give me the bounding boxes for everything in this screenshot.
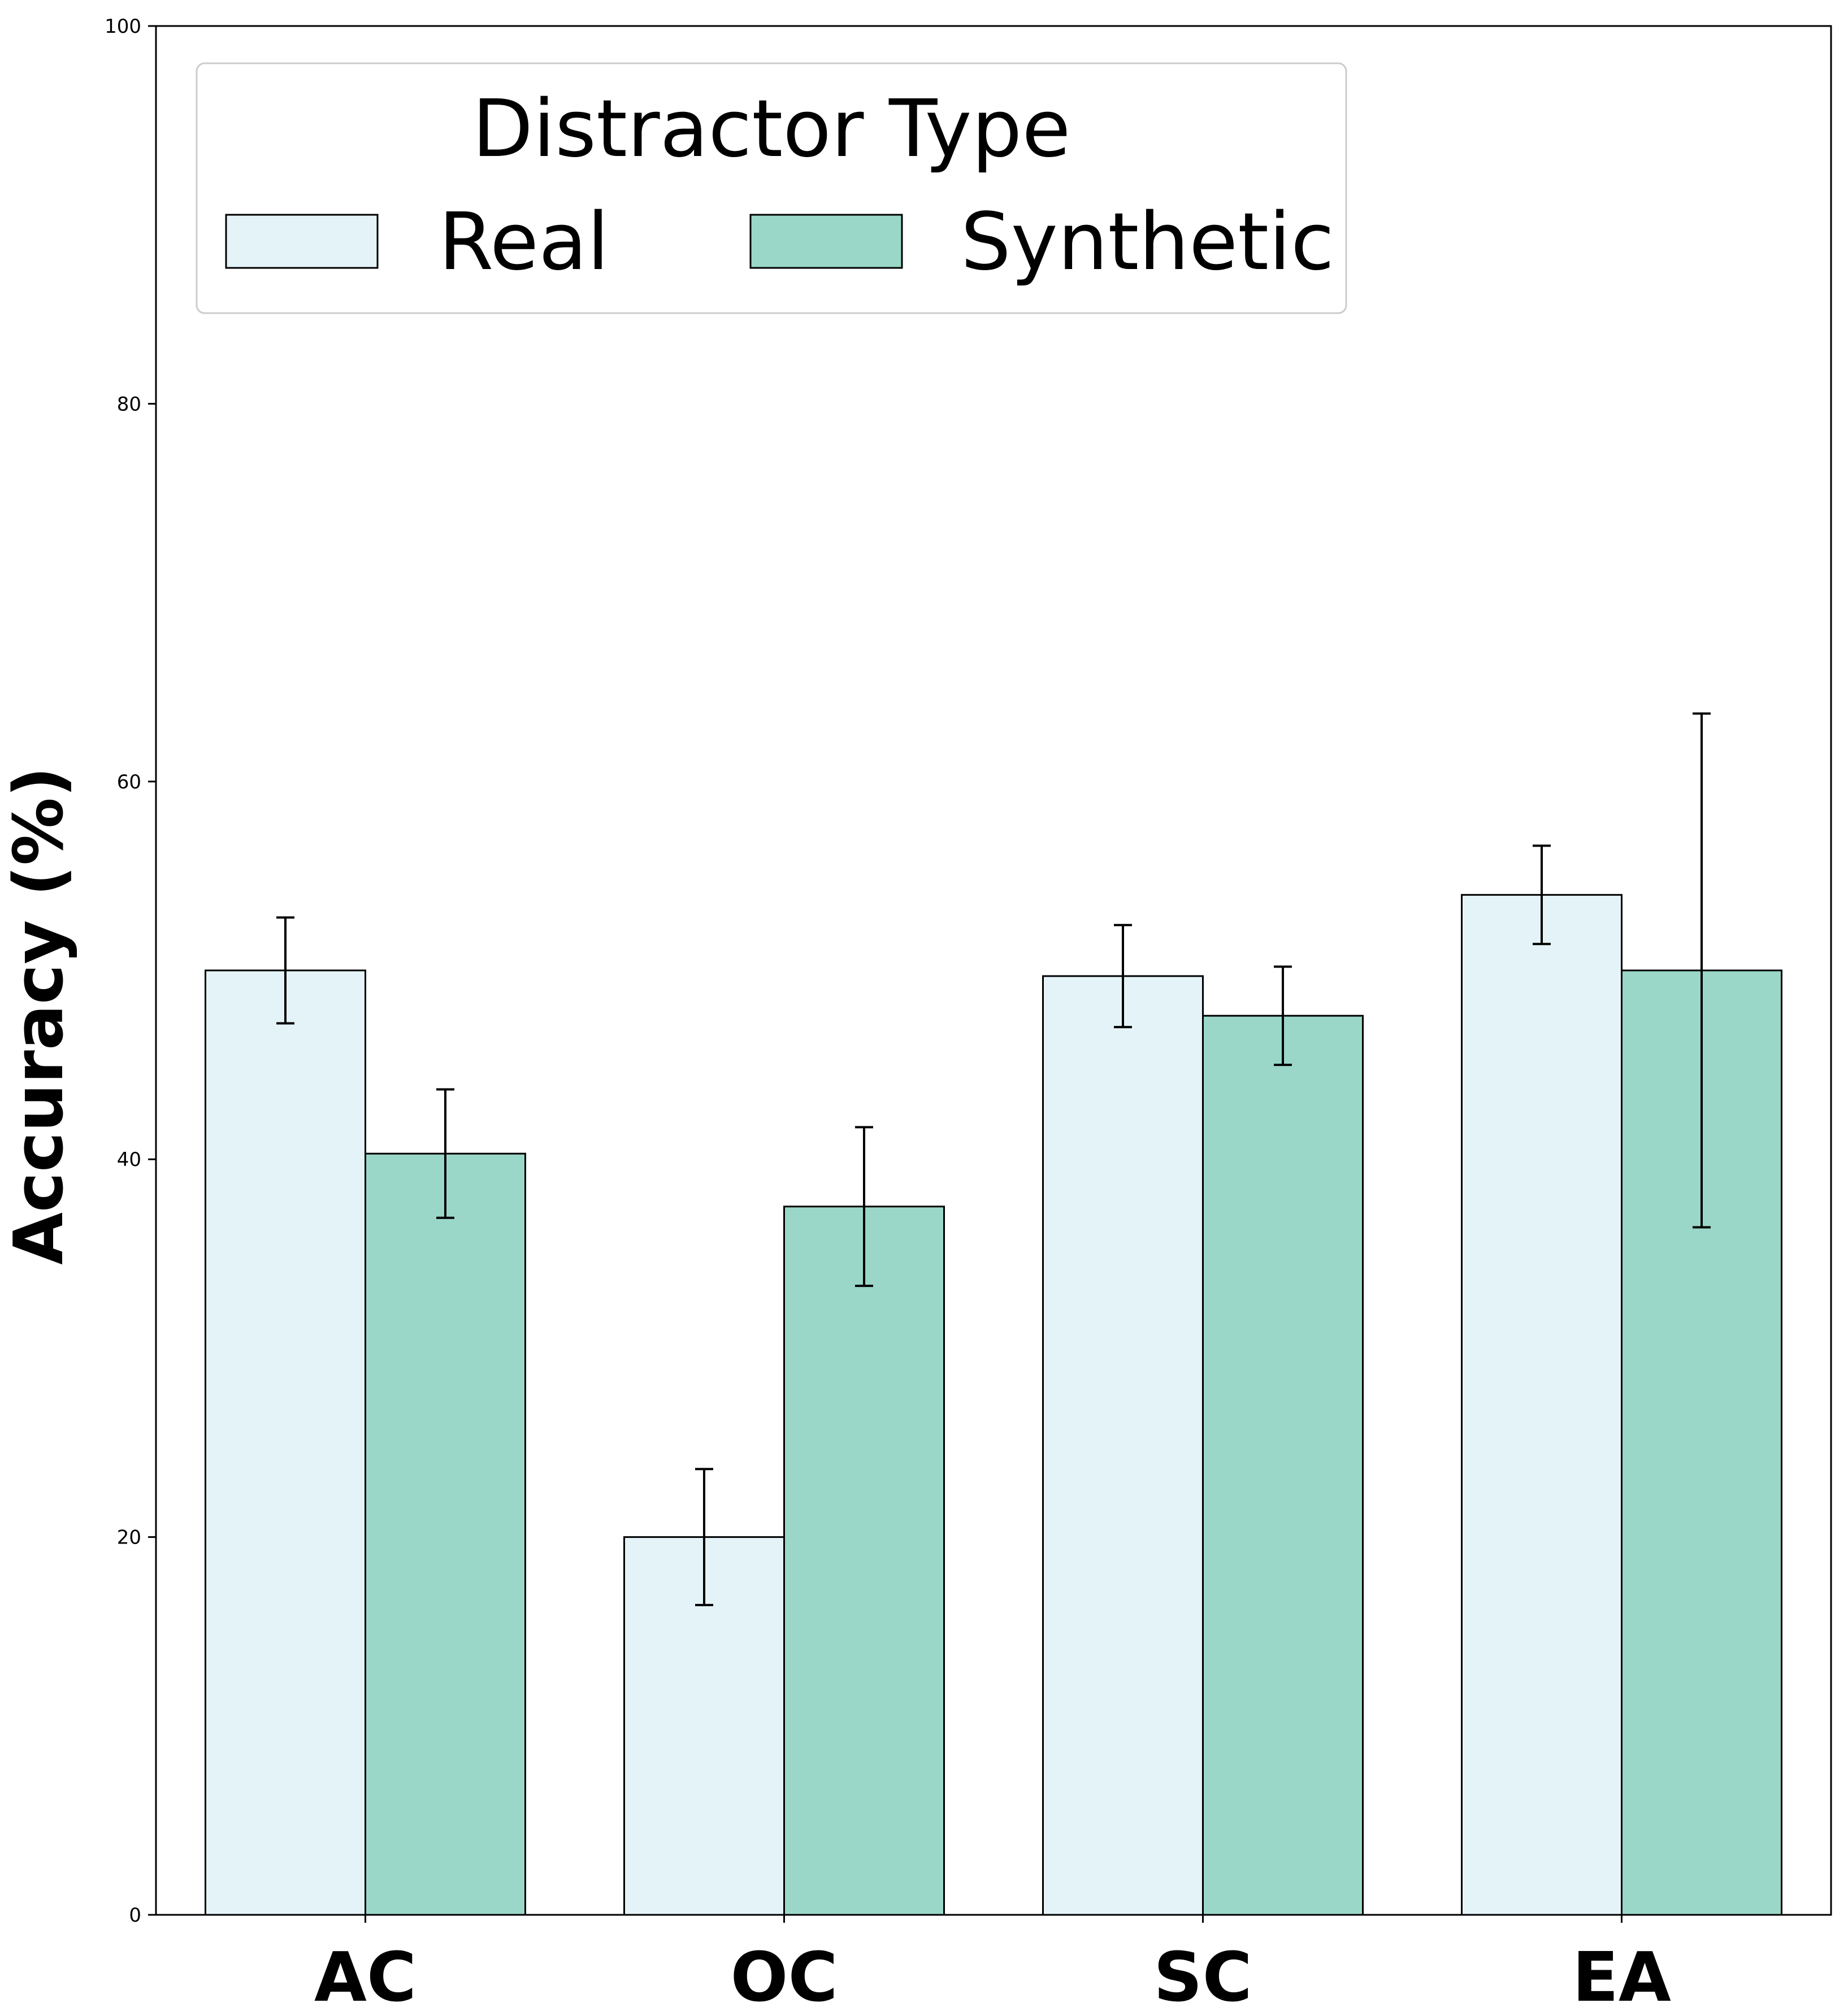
error-bar-synthetic-oc: [855, 1126, 873, 1287]
y-tick-label: 100: [105, 15, 141, 38]
legend-title: Distractor Type: [472, 83, 1070, 175]
error-bar-synthetic-ea: [1693, 712, 1711, 1229]
bar-synthetic-sc: [1202, 1014, 1364, 1916]
y-axis-label: Accuracy (%): [0, 766, 79, 1265]
bar-real-sc: [1042, 975, 1204, 1916]
legend-swatch-real: [225, 214, 379, 269]
y-tick-label: 0: [129, 1904, 141, 1927]
plot-frame: [155, 25, 1832, 1916]
error-bar-real-ac: [276, 916, 294, 1025]
legend-box: [196, 62, 1347, 314]
y-tick-label: 40: [117, 1148, 141, 1171]
legend-swatch-synthetic: [749, 214, 903, 269]
x-tick-label-ac: AC: [314, 1939, 417, 2016]
x-tick-label-oc: OC: [730, 1939, 838, 2016]
y-tick-label: 60: [117, 771, 141, 794]
y-tick-label: 20: [117, 1527, 141, 1549]
x-tick-label-sc: SC: [1153, 1939, 1252, 2016]
bar-real-ac: [205, 969, 366, 1916]
x-axis-ticks: AC OC SC EA: [314, 1915, 1671, 2016]
bar-real-ea: [1461, 894, 1623, 1916]
legend: Distractor Type Real Synthetic: [196, 62, 1347, 314]
legend-label-synthetic: Synthetic: [961, 196, 1334, 288]
error-bar-real-ea: [1533, 844, 1551, 946]
error-bar-synthetic-ac: [436, 1088, 454, 1219]
error-bar-real-sc: [1114, 924, 1132, 1029]
error-bar-real-oc: [695, 1468, 713, 1606]
y-axis-ticks: 0 20 40 60 80 100: [105, 15, 156, 1927]
y-tick-label: 80: [117, 393, 141, 415]
bar-synthetic-ac: [365, 1152, 526, 1916]
bar-synthetic-oc: [783, 1206, 945, 1916]
error-bar-synthetic-sc: [1274, 965, 1292, 1066]
legend-label-real: Real: [439, 196, 609, 288]
error-bars-layer: [276, 712, 1711, 1606]
bars-layer: [205, 894, 1782, 1916]
x-tick-label-ea: EA: [1572, 1939, 1671, 2016]
